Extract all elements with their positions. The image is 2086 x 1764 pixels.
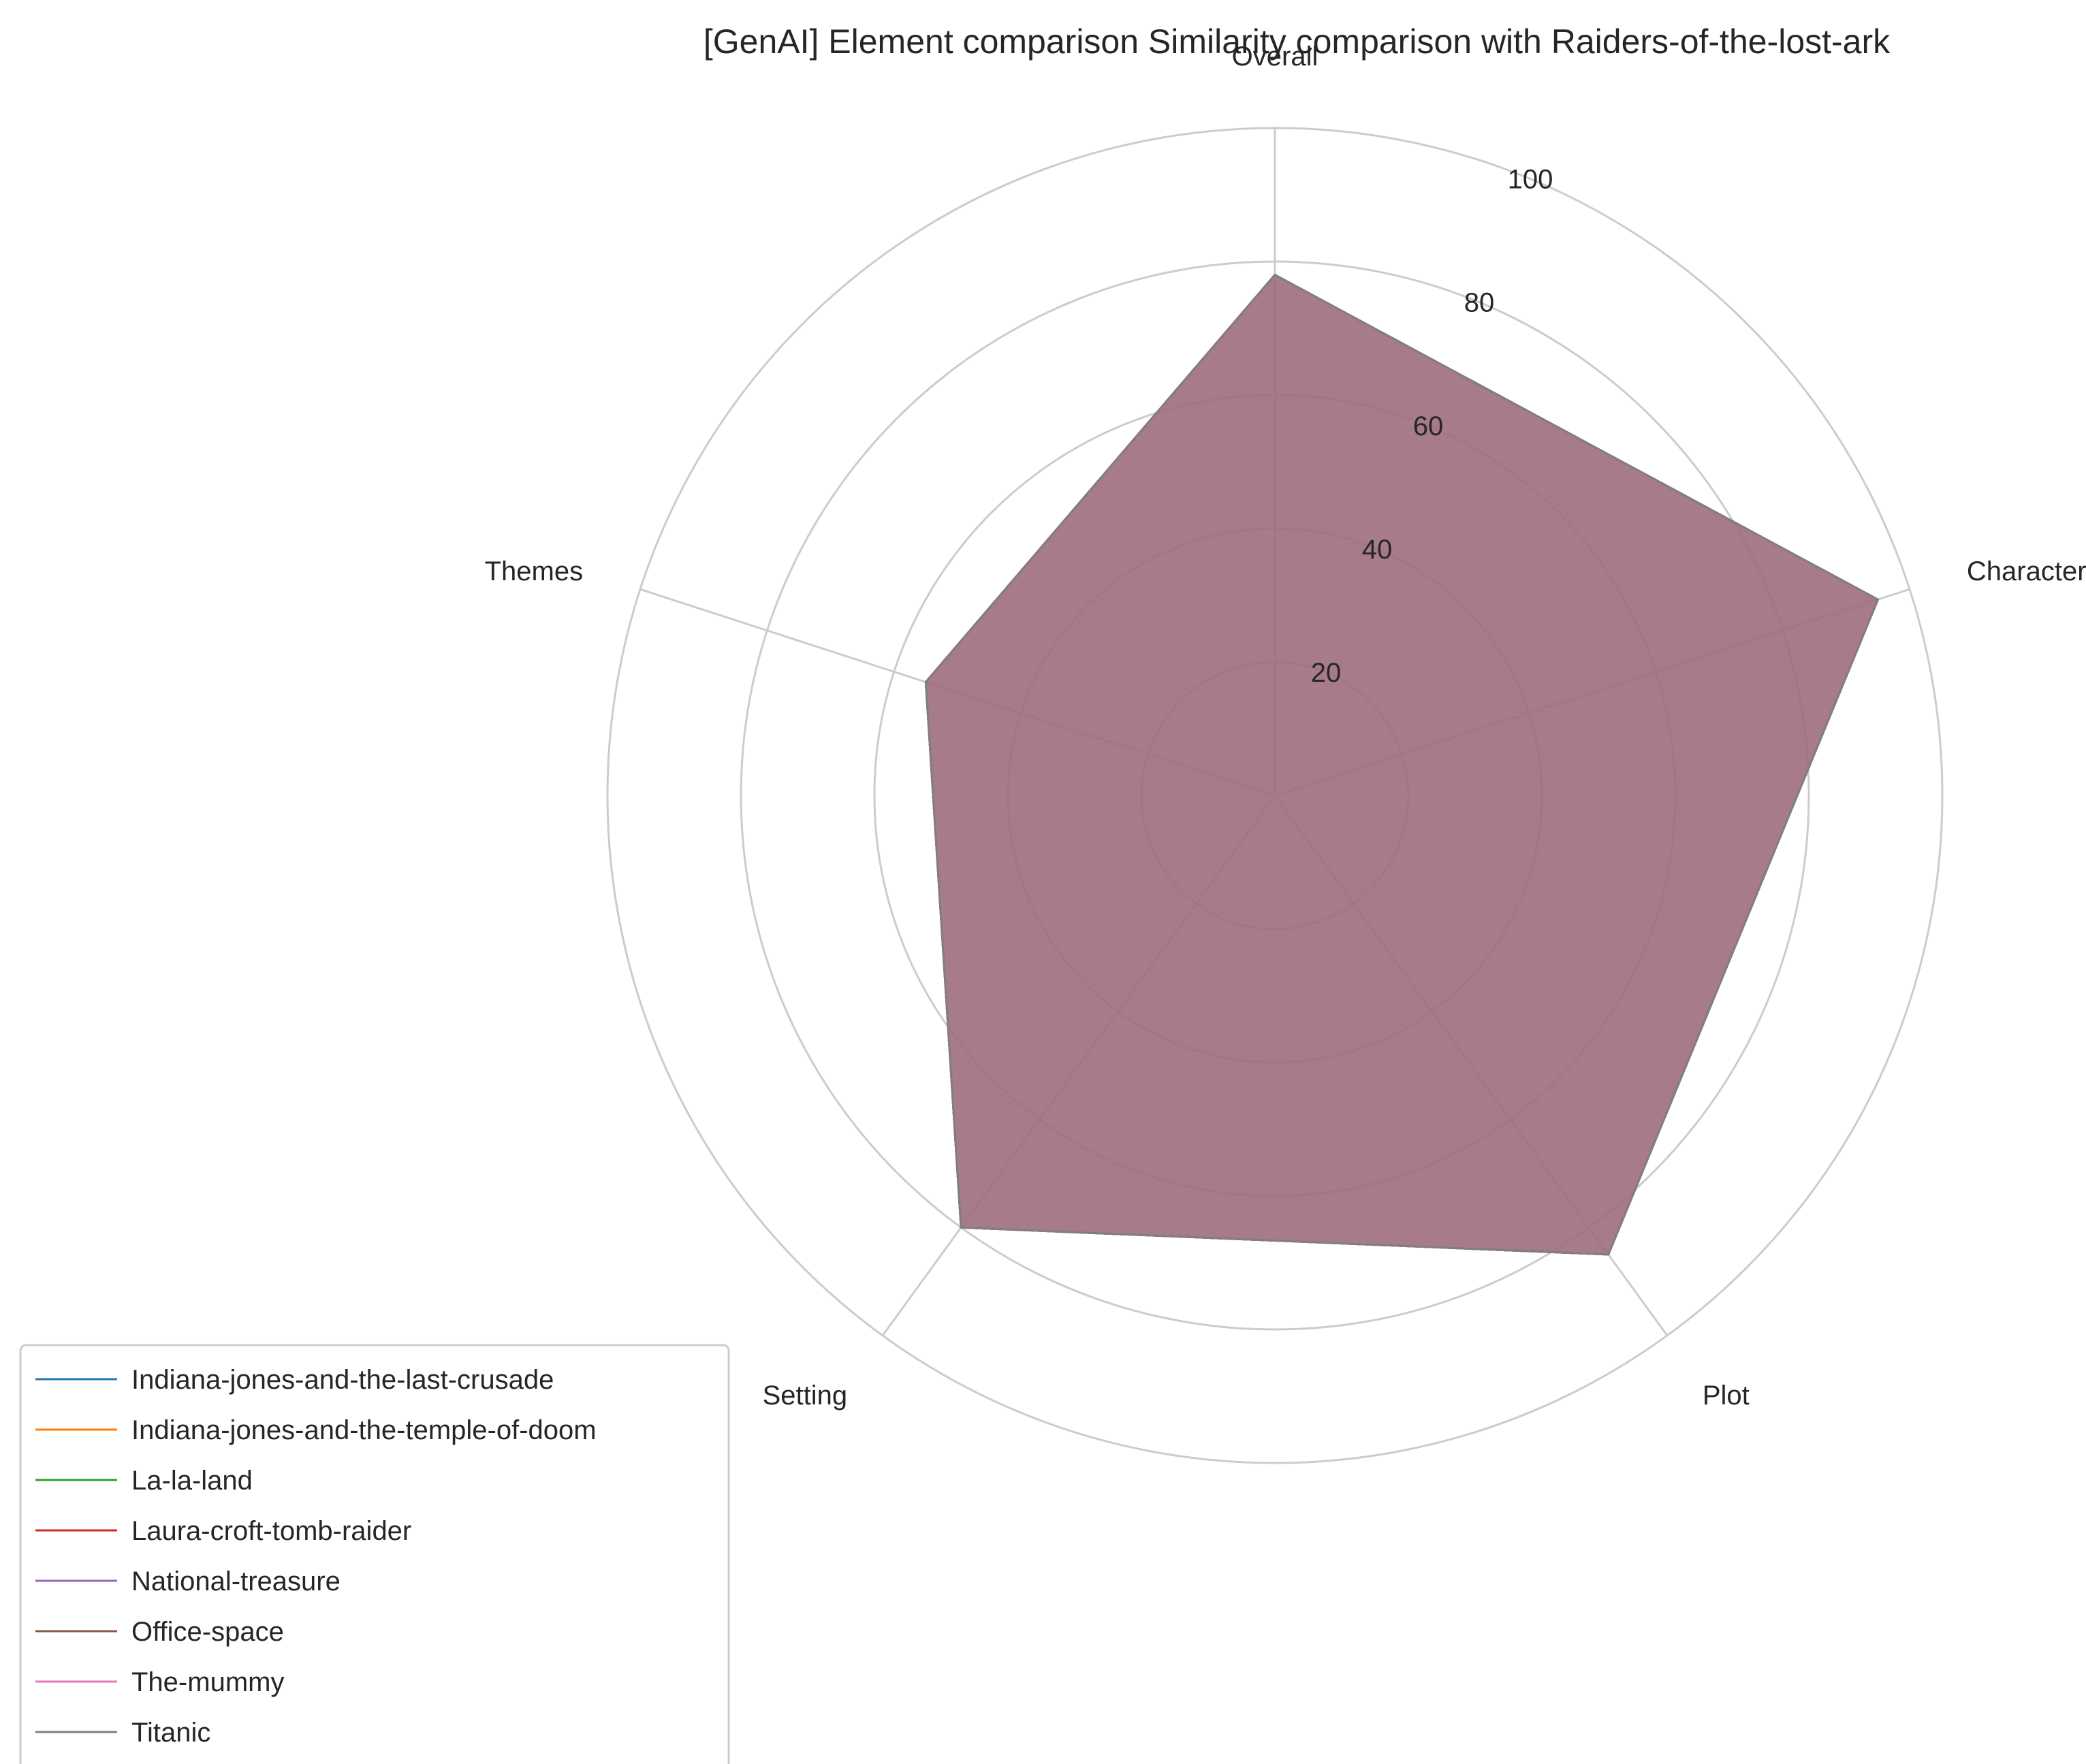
legend: Indiana-jones-and-the-last-crusade Indian…: [19, 1344, 730, 1764]
legend-box: [19, 1344, 730, 1764]
spoke-themes: [639, 588, 1276, 797]
legend-label-4: National-treasure: [131, 1566, 341, 1596]
tick-label-40: 40: [1362, 535, 1393, 565]
spoke-plot: [1274, 795, 1669, 1336]
axis-label-themes: Themes: [485, 556, 584, 586]
series-fill-1: [926, 274, 1878, 1255]
axis-labels: Overall Characters Plot Setting Themes: [485, 42, 2086, 1411]
legend-label-0: Indiana-jones-and-the-last-crusade: [131, 1365, 554, 1395]
series-fill-7: [926, 274, 1878, 1255]
series-line-7: [924, 274, 1879, 1256]
series-fill-5: [926, 274, 1878, 1255]
tick-label-100: 100: [1508, 165, 1553, 195]
axis-label-characters: Characters: [1967, 556, 2086, 586]
series-fill-2: [926, 274, 1878, 1255]
series-fill-0: [926, 274, 1878, 1255]
series-fill-4: [926, 274, 1878, 1255]
legend-label-6: The-mummy: [131, 1667, 284, 1697]
axis-label-plot: Plot: [1703, 1381, 1750, 1411]
tick-label-80: 80: [1464, 288, 1495, 318]
legend-label-2: La-la-land: [131, 1466, 253, 1496]
tick-label-20: 20: [1311, 658, 1342, 688]
tick-label-60: 60: [1413, 411, 1444, 441]
spoke-setting: [881, 795, 1276, 1336]
series-layer: [924, 274, 1879, 1256]
legend-label-3: Laura-croft-tomb-raider: [131, 1516, 411, 1546]
axis-label-overall: Overall: [1232, 42, 1318, 72]
series-fill-6: [926, 274, 1878, 1255]
legend-label-5: Office-space: [131, 1617, 284, 1647]
axis-label-setting: Setting: [763, 1381, 848, 1411]
spoke-characters: [1274, 588, 1910, 797]
series-fill-3: [926, 274, 1878, 1255]
chart-title: [GenAI] Element comparison Similarity co…: [704, 22, 1891, 61]
legend-label-7: Titanic: [131, 1718, 210, 1748]
radar-grid: [606, 127, 1944, 1464]
radial-tick-labels: 20 40 60 80 100: [1311, 165, 1553, 688]
legend-label-1: Indiana-jones-and-the-temple-of-doom: [131, 1415, 597, 1445]
